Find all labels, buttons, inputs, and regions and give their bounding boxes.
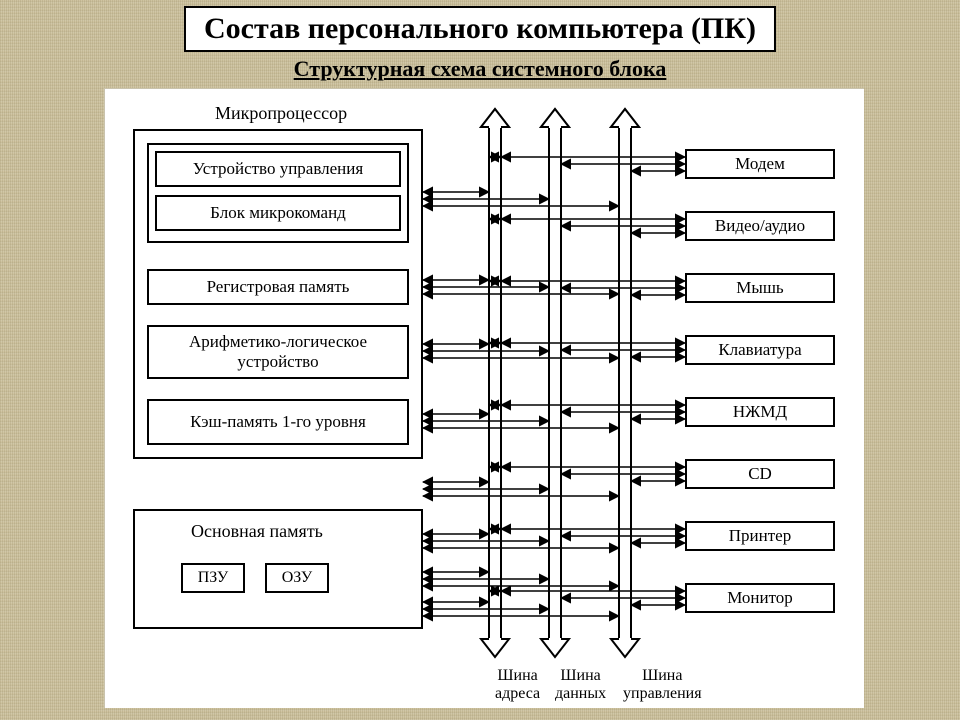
- peripheral-box: CD: [685, 459, 835, 489]
- page-subtitle: Структурная схема системного блока: [294, 56, 667, 82]
- peripheral-label: Принтер: [729, 526, 791, 546]
- page-title: Состав персонального компьютера (ПК): [184, 6, 776, 52]
- peripheral-label: CD: [748, 464, 772, 484]
- peripheral-box: Модем: [685, 149, 835, 179]
- microcommands-label: Блок микрокоманд: [210, 203, 346, 223]
- peripheral-box: Монитор: [685, 583, 835, 613]
- alu-label: Арифметико-логическое устройство: [149, 332, 407, 371]
- cache-box: Кэш-память 1-го уровня: [147, 399, 409, 445]
- control-unit-label: Устройство управления: [193, 159, 363, 179]
- peripheral-label: Мышь: [736, 278, 783, 298]
- peripheral-label: НЖМД: [733, 402, 787, 422]
- peripheral-box: Принтер: [685, 521, 835, 551]
- alu-box: Арифметико-логическое устройство: [147, 325, 409, 379]
- peripheral-label: Модем: [735, 154, 785, 174]
- peripheral-box: Мышь: [685, 273, 835, 303]
- peripheral-box: Клавиатура: [685, 335, 835, 365]
- cpu-header-label: Микропроцессор: [215, 103, 347, 124]
- rom-label: ПЗУ: [198, 569, 229, 587]
- diagram-canvas: Микропроцессор Устройство управления Бло…: [104, 88, 864, 708]
- peripheral-box: НЖМД: [685, 397, 835, 427]
- microcommands-box: Блок микрокоманд: [155, 195, 401, 231]
- control-unit-box: Устройство управления: [155, 151, 401, 187]
- peripheral-label: Клавиатура: [718, 340, 801, 360]
- ram-box: ОЗУ: [265, 563, 329, 593]
- rom-box: ПЗУ: [181, 563, 245, 593]
- ram-label: ОЗУ: [282, 569, 313, 587]
- cache-label: Кэш-память 1-го уровня: [190, 412, 366, 432]
- main-memory-header: Основная память: [191, 521, 323, 542]
- registers-label: Регистровая память: [207, 277, 350, 297]
- peripheral-box: Видео/аудио: [685, 211, 835, 241]
- peripheral-label: Видео/аудио: [715, 216, 805, 236]
- registers-box: Регистровая память: [147, 269, 409, 305]
- peripheral-label: Монитор: [727, 588, 793, 608]
